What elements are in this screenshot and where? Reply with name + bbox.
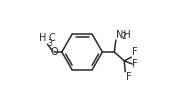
Text: F: F <box>126 72 131 82</box>
Text: C: C <box>48 33 55 43</box>
Text: O: O <box>50 47 58 57</box>
Text: 2: 2 <box>122 32 126 41</box>
Text: NH: NH <box>116 30 131 40</box>
Text: 3: 3 <box>47 39 52 48</box>
Text: F: F <box>132 47 137 57</box>
Text: F: F <box>132 59 138 69</box>
Text: H: H <box>39 33 47 43</box>
